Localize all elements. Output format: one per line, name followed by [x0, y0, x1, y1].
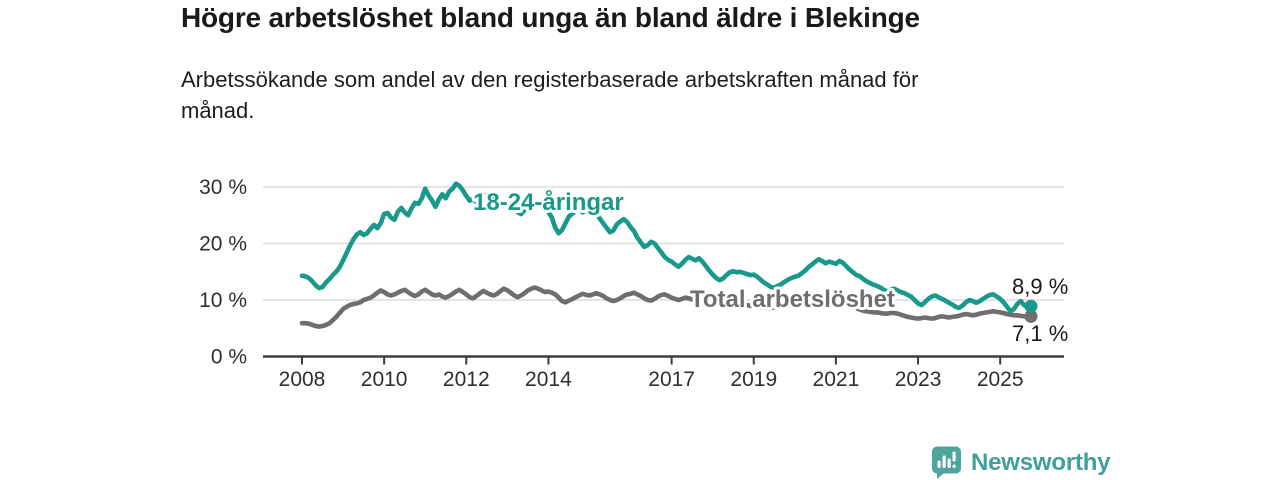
series-label-youth: 18-24-åringar: [473, 189, 624, 216]
series-endpoint-total: [1024, 309, 1038, 323]
chart-title: Högre arbetslöshet bland unga än bland ä…: [181, 2, 920, 33]
y-tick-label: 30 %: [199, 176, 247, 199]
x-tick-label: 2019: [730, 368, 777, 391]
gridlines-group: [263, 186, 1064, 301]
x-tick-label: 2017: [648, 368, 695, 391]
series-endpoint-youth: [1024, 299, 1038, 313]
x-tick-label: 2014: [525, 368, 572, 391]
x-tick-label: 2010: [361, 368, 408, 391]
newsworthy-bars-icon: [932, 446, 961, 479]
y-axis-group: 30 % 20 % 10 % 0 %: [199, 176, 247, 369]
y-tick-label: 0 %: [211, 346, 247, 369]
x-tick-label: 2025: [977, 368, 1024, 391]
x-tick-label: 2012: [443, 368, 490, 391]
y-tick-label: 20 %: [199, 233, 247, 256]
series-label-total: Total arbetslöshet: [690, 286, 895, 313]
x-tick-label: 2008: [279, 368, 326, 391]
chart-subtitle: Arbetssökande som andel av den registerb…: [181, 67, 919, 123]
y-tick-label: 10 %: [199, 289, 247, 312]
x-axis-group: 2008 2010 2012 2014 2017 2019 2021 2023 2025: [263, 355, 1064, 391]
series-line-youth: [299, 181, 1034, 314]
x-tick-label: 2021: [813, 368, 860, 391]
end-value-label-youth: 8,9 %: [1012, 274, 1068, 299]
newsworthy-logo: Newsworthy: [931, 446, 1111, 479]
x-tick-label: 2023: [895, 368, 942, 391]
series-line-total: [299, 285, 1034, 329]
brand-name: Newsworthy: [971, 448, 1111, 476]
end-value-label-total: 7,1 %: [1012, 321, 1068, 346]
